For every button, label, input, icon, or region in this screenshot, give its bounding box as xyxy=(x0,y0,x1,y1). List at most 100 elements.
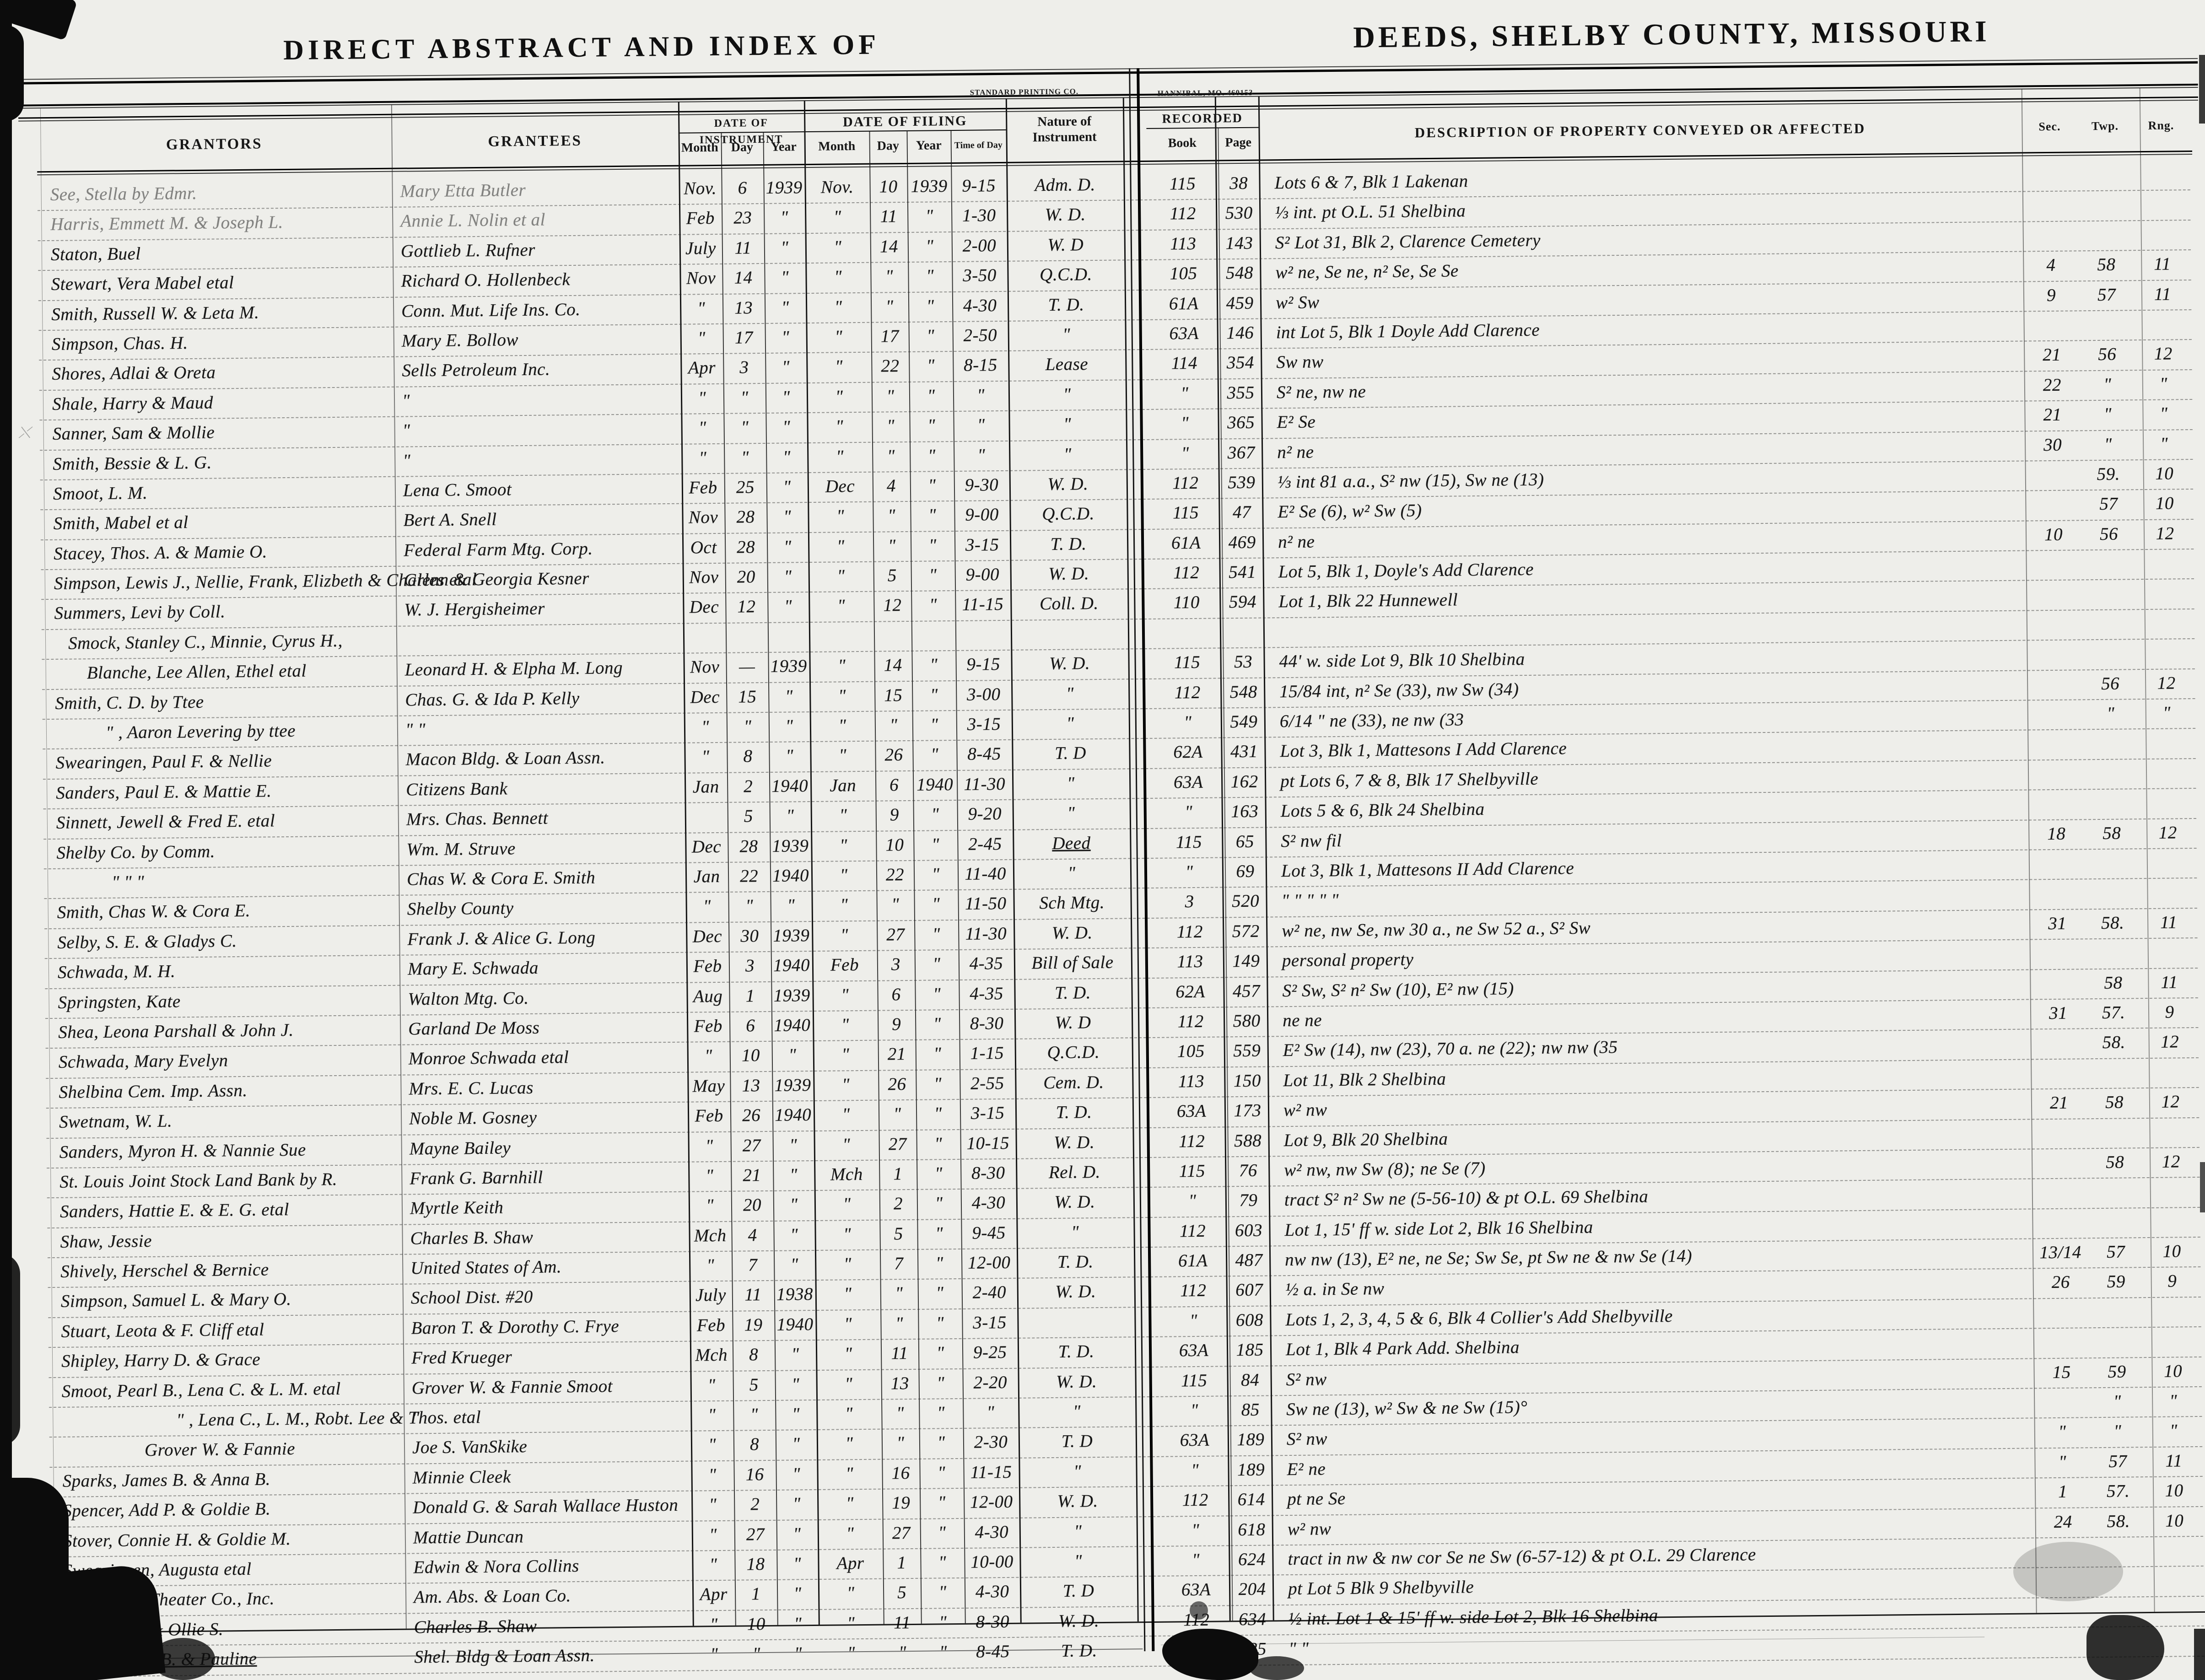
scan-blot xyxy=(0,1254,20,1446)
sec-cell xyxy=(2027,730,2084,760)
file-year-cell: " xyxy=(932,894,940,914)
nature-cell: T. D. xyxy=(1050,533,1087,554)
book-cell: " xyxy=(1188,1191,1197,1211)
time-cell: 9-25 xyxy=(973,1342,1007,1362)
book-cell: 113 xyxy=(1170,233,1197,254)
grantee-cell: Monroe Schwada etal xyxy=(408,1047,569,1069)
file-year-cell: " xyxy=(934,1104,942,1124)
inst-month-cell: Dec xyxy=(692,926,722,947)
book-cell: " xyxy=(1190,1400,1198,1421)
spine-cell xyxy=(1137,1577,1161,1606)
book-cell xyxy=(1151,619,1223,648)
scan-blot xyxy=(151,1638,215,1680)
book-cell: 115 xyxy=(1175,832,1202,852)
sec-cell xyxy=(2030,969,2086,999)
time-cell: 3-15 xyxy=(965,534,999,555)
grantor-cell: Simpson, Chas. H. xyxy=(51,333,188,354)
file-day-cell: " xyxy=(896,1403,904,1423)
rng-cell: 12 xyxy=(2154,344,2173,364)
inst-year-cell: " xyxy=(782,447,791,467)
inst-month-cell: Mch xyxy=(695,1345,728,1365)
page-cell: 541 xyxy=(1229,562,1256,582)
nature-cell: T. D. xyxy=(1054,982,1091,1003)
inst-month-cell: Mch xyxy=(694,1225,727,1246)
grantee-cell: Macon Bldg. & Loan Assn. xyxy=(405,748,605,770)
time-cell: 2-50 xyxy=(963,325,997,345)
nature-cell: Bill of Sale xyxy=(1031,952,1114,973)
grantee-cell xyxy=(396,624,684,656)
twp-cell: " xyxy=(2103,404,2112,424)
inst-month-cell: July xyxy=(695,1285,727,1305)
grantee-cell: Leonard H. & Elpha M. Long xyxy=(404,658,623,680)
grantor-cell: Blanche, Lee Allen, Ethel etal xyxy=(86,661,307,683)
time-cell: 11-50 xyxy=(965,894,1007,914)
inst-month-cell: " xyxy=(709,1495,717,1515)
page-cell: 76 xyxy=(1239,1160,1257,1180)
inst-year-cell: 1940 xyxy=(772,866,809,886)
time-cell: 11-30 xyxy=(965,923,1007,944)
grantor-cell: Sinnett, Jewell & Fred E. etal xyxy=(56,811,275,833)
file-day-cell: 10 xyxy=(879,177,898,197)
inst-day-cell: " xyxy=(750,1405,759,1425)
rng-cell xyxy=(2133,221,2191,250)
inst-month-cell: Dec xyxy=(691,836,722,857)
grantor-cell: " " " xyxy=(111,872,145,892)
inst-month-cell: Nov xyxy=(690,657,720,677)
spine-cell xyxy=(1124,260,1148,290)
book-cell: 113 xyxy=(1178,1071,1205,1092)
rng-cell: " xyxy=(2162,703,2171,723)
file-month-cell: " xyxy=(838,685,846,706)
inst-day-cell: 22 xyxy=(739,866,759,886)
grantee-cell: Gottlieb L. Rufner xyxy=(400,240,536,261)
spine-cell xyxy=(1132,1098,1156,1127)
inst-day-cell: 5 xyxy=(749,1374,759,1395)
file-year-cell: 1940 xyxy=(916,774,954,795)
grantee-cell: Citizens Bank xyxy=(406,779,508,800)
time-cell: 12-00 xyxy=(970,1492,1013,1512)
time-cell: 3-15 xyxy=(967,714,1001,734)
twp-cell: 57. xyxy=(2102,1002,2125,1023)
time-cell: 3-15 xyxy=(970,1103,1005,1123)
rng-cell: 10 xyxy=(2155,463,2174,484)
nature-cell: " xyxy=(1066,684,1074,704)
spine-cell xyxy=(1136,1487,1160,1516)
col-header-inst-day: Day xyxy=(731,140,754,155)
file-month-cell: " xyxy=(835,356,843,377)
inst-day-cell: " xyxy=(740,417,749,437)
file-month-cell: " xyxy=(836,506,845,526)
file-year-cell: " xyxy=(937,1432,945,1453)
col-header-nature: Nature of Instrument xyxy=(1032,114,1097,145)
nature-cell: T. D xyxy=(1055,743,1086,764)
scan-blot xyxy=(1190,1601,1208,1620)
sec-cell: 4 xyxy=(2046,255,2056,275)
grantee-cell: W. J. Hergisheimer xyxy=(404,599,545,620)
scan-blot xyxy=(1162,1629,1258,1680)
twp-cell: 58 xyxy=(2103,823,2121,843)
nature-cell: Cem. D. xyxy=(1043,1072,1104,1093)
spine-cell xyxy=(1126,440,1150,469)
inst-year-cell: 1939 xyxy=(773,985,810,1006)
file-day-cell: " xyxy=(888,535,896,556)
sec-cell xyxy=(2034,1388,2090,1418)
twp-cell xyxy=(2082,640,2138,669)
rng-cell xyxy=(2144,1298,2201,1327)
spine-cell xyxy=(1132,1068,1156,1098)
inst-month-cell: " xyxy=(703,896,711,916)
inst-month-cell: Nov xyxy=(689,567,719,587)
spine-cell xyxy=(1129,739,1153,768)
rng-cell: 11 xyxy=(2165,1451,2183,1471)
file-month-cell: " xyxy=(834,267,842,287)
page-cell: 163 xyxy=(1231,801,1259,822)
col-header-file-day: Day xyxy=(877,139,900,153)
col-header-description: DESCRIPTION OF PROPERTY CONVEYED OR AFFE… xyxy=(1414,120,1866,141)
inst-month-cell: Aug xyxy=(693,986,723,1007)
inst-year-cell: " xyxy=(789,1165,798,1185)
inst-day-cell: 3 xyxy=(739,357,749,377)
rng-cell xyxy=(2136,549,2194,579)
nature-cell: W. D. xyxy=(1051,922,1093,943)
file-month-cell: " xyxy=(843,1194,851,1214)
time-cell xyxy=(955,621,1011,651)
file-day-cell: " xyxy=(898,1642,907,1663)
grantee-cell: Lena C. Smoot xyxy=(403,479,512,501)
inst-month-cell: Feb xyxy=(696,1315,726,1335)
